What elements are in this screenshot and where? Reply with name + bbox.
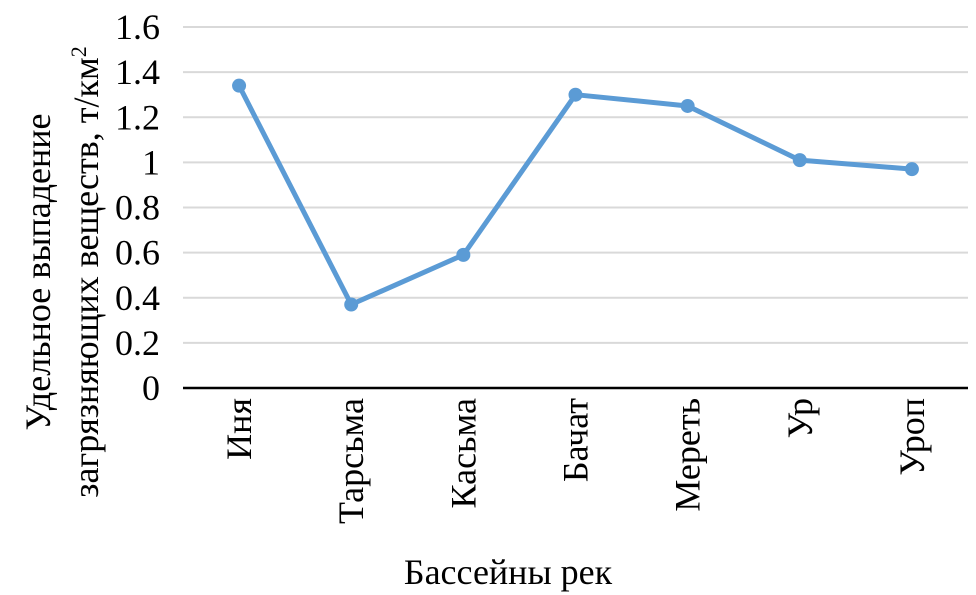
data-point <box>568 87 583 102</box>
y-tick-label: 0 <box>142 368 160 408</box>
y-tick-label: 1.2 <box>115 97 160 137</box>
y-tick-label: 1 <box>142 142 160 182</box>
y-axis-title-superscript: 2 <box>66 46 91 57</box>
series-line <box>236 84 913 308</box>
x-category-labels: Иня Тарсьма Касьма Бачат Мереть Ур Уроп <box>219 398 932 524</box>
x-category-label: Бачат <box>556 398 596 482</box>
y-tick-labels: 0 0.2 0.4 0.6 0.8 1 1.2 1.4 1.6 <box>115 7 160 408</box>
gridlines <box>183 26 968 344</box>
y-tick-label: 1.6 <box>115 7 160 47</box>
y-axis-title-line2: загрязняющих веществ, т/км2 <box>66 46 107 498</box>
x-axis-title: Бассейны рек <box>404 552 613 592</box>
x-category-label: Ур <box>780 398 820 438</box>
data-point <box>456 247 471 262</box>
x-category-label: Касьма <box>443 398 483 508</box>
series-points <box>232 78 919 312</box>
x-category-label: Иня <box>219 398 259 460</box>
x-category-label: Уроп <box>892 398 932 476</box>
data-point <box>344 297 359 312</box>
data-point <box>680 98 695 113</box>
data-point <box>792 153 807 168</box>
y-tick-label: 1.4 <box>115 52 160 92</box>
data-point <box>232 78 247 93</box>
x-category-label: Мереть <box>668 398 708 512</box>
data-point <box>904 162 919 177</box>
y-axis-title-line1: Удельное выпадение <box>18 113 58 430</box>
y-tick-label: 0.4 <box>115 278 160 318</box>
x-category-label: Тарсьма <box>331 398 371 524</box>
y-tick-label: 0.6 <box>115 233 160 273</box>
y-tick-label: 0.2 <box>115 323 160 363</box>
y-axis-title-line2-main: загрязняющих веществ, т/км <box>66 57 106 498</box>
y-tick-label: 0.8 <box>115 188 160 228</box>
y-axis-title: Удельное выпадение загрязняющих веществ,… <box>18 46 106 498</box>
